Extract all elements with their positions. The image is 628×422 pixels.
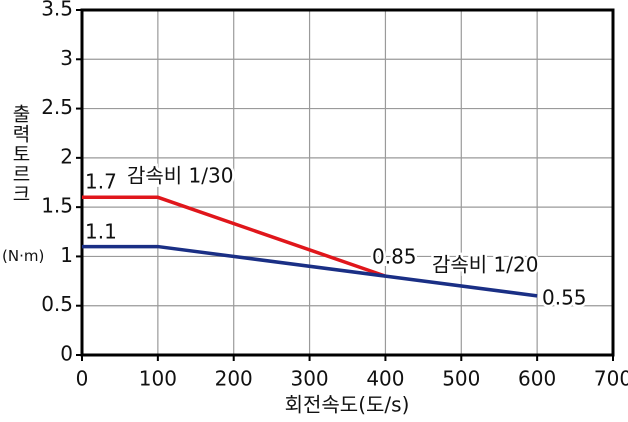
plot-border — [80, 8, 615, 357]
annotation: 0.85 — [372, 245, 417, 269]
series-line — [82, 244, 538, 298]
y-tick-label: 0 — [60, 342, 73, 366]
y-tick-label: 3.5 — [41, 0, 73, 21]
y-tick-label: 2.5 — [41, 95, 73, 119]
y-tick-label: 2 — [60, 144, 73, 168]
x-tick-label: 700 — [594, 367, 628, 391]
x-tick-label: 600 — [518, 367, 556, 391]
x-tick-label: 100 — [139, 367, 177, 391]
x-tick-label: 300 — [290, 367, 328, 391]
x-tick-label: 500 — [442, 367, 480, 391]
series-label: 감속비 1/30 — [127, 164, 233, 188]
x-tick-label: 0 — [76, 367, 89, 391]
y-axis-unit: (N·m) — [2, 247, 45, 265]
y-tick-label: 0.5 — [41, 292, 73, 316]
y-tick-label: 1.5 — [41, 194, 73, 218]
x-tick-label: 200 — [215, 367, 253, 391]
y-tick-label: 3 — [60, 46, 73, 70]
x-tick-label: 400 — [366, 367, 404, 391]
annotation: 0.55 — [542, 286, 587, 310]
series-line — [82, 195, 387, 278]
y-axis-label: 출력토르크 — [9, 104, 31, 204]
annotation: 1.1 — [85, 220, 117, 244]
series-label: 감속비 1/20 — [432, 253, 538, 277]
y-tick-label: 1 — [60, 243, 73, 267]
x-axis-label: 회전속도(도/s) — [285, 393, 410, 417]
annotation: 1.7 — [85, 170, 117, 194]
